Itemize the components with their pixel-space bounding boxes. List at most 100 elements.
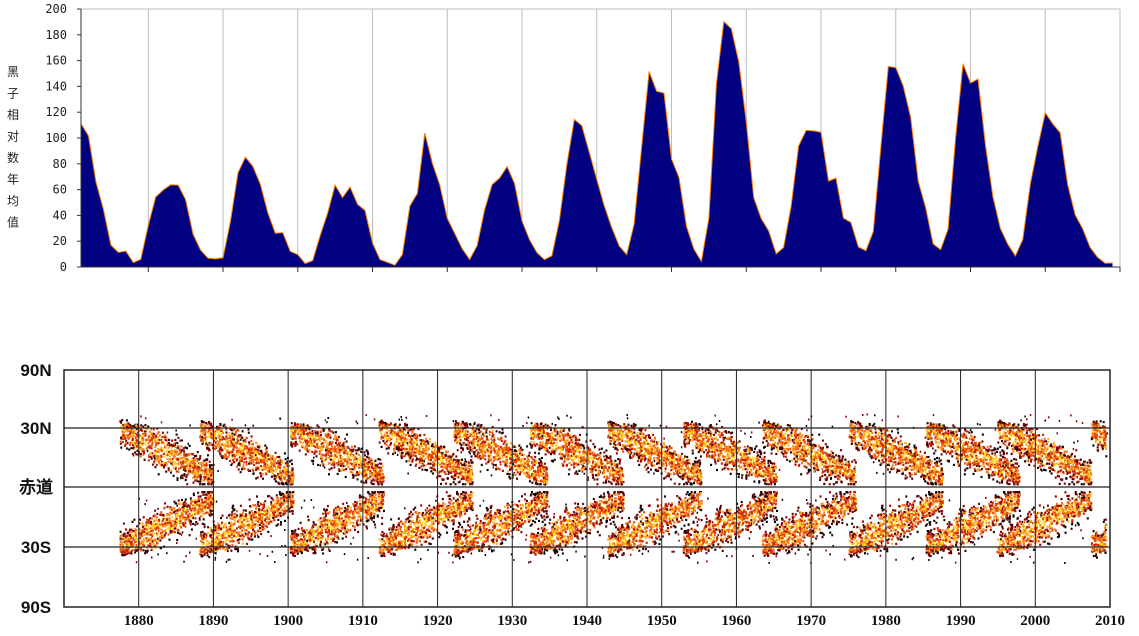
sunspot-mark [241,436,244,439]
sunspot-mark [313,452,316,455]
sunspot-mark [194,466,197,469]
sunspot-mark [273,478,276,481]
sunspot-mark [274,467,277,470]
sunspot-mark [301,533,304,536]
sunspot-mark [355,473,358,476]
sunspot-outlier [319,525,321,528]
sunspot-mark [315,450,318,453]
sunspot-mark [312,537,315,540]
sunspot-mark [343,510,346,513]
sunspot-outlier [330,452,332,455]
sunspot-mark [251,513,254,516]
sunspot-mark [272,475,275,478]
sunspot-mark [209,494,212,497]
sunspot-mark [265,521,268,524]
sunspot-mark [219,428,222,432]
sunspot-mark [317,527,319,530]
sunspot-mark [266,521,269,524]
sunspot-mark [337,442,340,445]
sunspot-mark [329,538,332,541]
sunspot-mark [137,435,140,438]
sunspot-mark [295,442,297,445]
sunspot-outlier [355,457,358,460]
sunspot-mark [186,483,189,486]
sunspot-mark [354,518,356,521]
sunspot-outlier [324,419,327,422]
sunspot-mark [199,534,202,537]
sunspot-mark [368,509,371,512]
sunspot-mark [183,459,186,462]
sunspot-mark [168,521,171,524]
sunspot-outlier [132,454,135,457]
sunspot-mark [358,453,361,457]
sunspot-mark [209,514,212,517]
sunspot-mark [374,470,377,473]
sunspot-mark [165,528,168,531]
sunspot-mark [302,530,305,533]
sunspot-mark [205,511,208,514]
sunspot-mark [201,554,204,558]
sunspot-mark [264,452,267,455]
sunspot-mark [274,477,277,480]
sunspot-mark [154,458,157,461]
sunspot-mark [372,506,374,509]
sunspot-mark [176,477,179,480]
sunspot-mark [144,524,146,527]
sunspot-mark [368,493,371,496]
sunspot-mark [350,449,353,452]
sunspot-mark [220,545,223,548]
sunspot-mark [434,459,437,462]
sunspot-mark [197,495,200,498]
sunspot-mark [241,522,244,525]
sunspot-outlier [157,507,159,510]
sunspot-mark [190,463,193,466]
sunspot-outlier [225,560,228,563]
sunspot-mark [331,521,334,524]
sunspot-mark [156,524,159,527]
sunspot-mark [268,495,271,498]
sunspot-mark [249,524,252,527]
sunspot-mark [214,543,217,546]
sunspot-mark [290,497,293,500]
sunspot-mark [364,474,367,477]
sunspot-mark [168,460,171,463]
sunspot-mark [268,518,271,521]
sunspot-outlier [313,456,315,459]
sunspot-mark [210,432,213,435]
sunspot-mark [144,434,147,437]
sunspot-mark [324,531,327,534]
sunspot-mark [344,446,347,450]
sunspot-mark [197,502,200,505]
sunspot-mark [250,535,253,538]
sunspot-mark [202,548,205,551]
sunspot-mark [394,445,397,448]
sunspot-mark [165,514,168,517]
sunspot-mark [326,542,329,545]
sunspot-mark [411,528,414,531]
sunspot-mark [265,462,268,465]
sunspot-mark [370,462,373,465]
sunspot-mark [373,515,376,518]
sunspot-mark [311,530,314,533]
sunspot-mark [252,461,255,464]
sunspot-mark [330,526,333,529]
sunspot-mark [128,531,131,534]
sunspot-mark [147,523,150,526]
sunspot-mark [276,500,279,504]
sunspot-mark [339,454,342,457]
sunspot-mark [299,547,302,551]
sunspot-edge-line [80,20,1113,266]
sunspot-mark [278,512,281,515]
sunspot-mark [324,525,327,528]
sunspot-mark [251,525,254,528]
sunspot-mark [159,458,162,462]
sunspot-mark [250,533,253,536]
sunspot-mark [270,520,273,523]
sunspot-mark [400,443,403,446]
sunspot-mark [224,454,227,457]
sunspot-mark [197,480,200,483]
sunspot-mark [266,525,269,528]
sunspot-mark [287,498,290,501]
sunspot-mark [358,458,361,461]
sunspot-mark [304,440,307,443]
